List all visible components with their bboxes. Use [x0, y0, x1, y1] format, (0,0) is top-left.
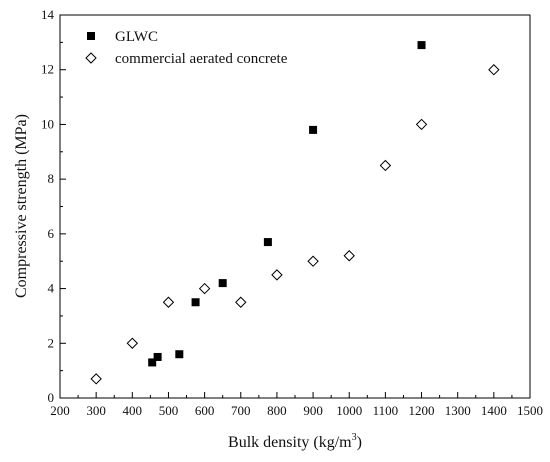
- y-tick-label: 6: [48, 226, 55, 241]
- y-tick-label: 0: [48, 390, 55, 405]
- aerated-concrete-point: [126, 337, 139, 349]
- x-tick-label: 1100: [373, 403, 399, 418]
- legend-label-glwc: GLWC: [115, 29, 158, 45]
- glwc-point: [309, 125, 318, 134]
- x-tick-label: 1300: [445, 403, 471, 418]
- aerated-concrete-point: [343, 250, 355, 262]
- x-axis-label: Bulk density (kg/m3): [228, 432, 362, 451]
- tick-labels: 200 300 400 500 600 700 800 900 1000 1100 1200 1300…: [41, 7, 543, 418]
- x-tick-label: 700: [231, 403, 251, 418]
- aerated-concrete-point: [271, 269, 283, 281]
- legend: GLWC commercial aerated concrete: [85, 29, 288, 67]
- glwc-point: [417, 41, 426, 50]
- x-tick-label: 1400: [481, 403, 507, 418]
- x-axis-label-sup: 3: [352, 432, 357, 443]
- glwc-point: [263, 238, 272, 247]
- aerated-concrete-point: [90, 373, 102, 385]
- glwc-point: [175, 350, 184, 359]
- x-tick-label: 900: [303, 403, 323, 418]
- x-tick-label: 1000: [336, 403, 362, 418]
- x-axis-label-main: Bulk density (kg/m: [228, 434, 352, 451]
- x-tick-label: 200: [50, 403, 70, 418]
- x-tick-label: 300: [86, 403, 106, 418]
- y-tick-label: 8: [48, 171, 55, 186]
- y-tick-label: 12: [41, 62, 54, 77]
- legend-marker-aerated: [85, 52, 97, 64]
- x-tick-label: 1200: [409, 403, 435, 418]
- x-tick-label: 500: [159, 403, 179, 418]
- legend-label-aerated: commercial aerated concrete: [115, 51, 288, 67]
- glwc-point: [191, 298, 200, 307]
- aerated-concrete-point: [488, 64, 500, 76]
- aerated-concrete-point: [235, 296, 247, 308]
- axis-ticks: [59, 14, 531, 399]
- glwc-point: [218, 279, 227, 288]
- data-points: [90, 41, 500, 385]
- y-axis-label: Compressive strength (MPa): [13, 114, 30, 298]
- y-tick-label: 2: [48, 335, 55, 350]
- x-tick-label: 800: [267, 403, 287, 418]
- x-axis-label-end: ): [357, 434, 362, 451]
- x-tick-label: 600: [195, 403, 215, 418]
- aerated-concrete-point: [379, 159, 392, 172]
- glwc-point: [153, 352, 162, 361]
- y-tick-label: 10: [41, 116, 54, 131]
- x-tick-label: 1500: [517, 403, 543, 418]
- aerated-concrete-point: [162, 296, 175, 308]
- glwc-point: [148, 358, 157, 367]
- aerated-concrete-point: [198, 282, 211, 295]
- aerated-concrete-point: [307, 255, 319, 267]
- legend-marker-glwc: [87, 32, 95, 40]
- x-tick-label: 400: [123, 403, 143, 418]
- y-tick-label: 4: [48, 281, 55, 296]
- aerated-concrete-point: [415, 118, 428, 131]
- y-tick-label: 14: [41, 7, 55, 22]
